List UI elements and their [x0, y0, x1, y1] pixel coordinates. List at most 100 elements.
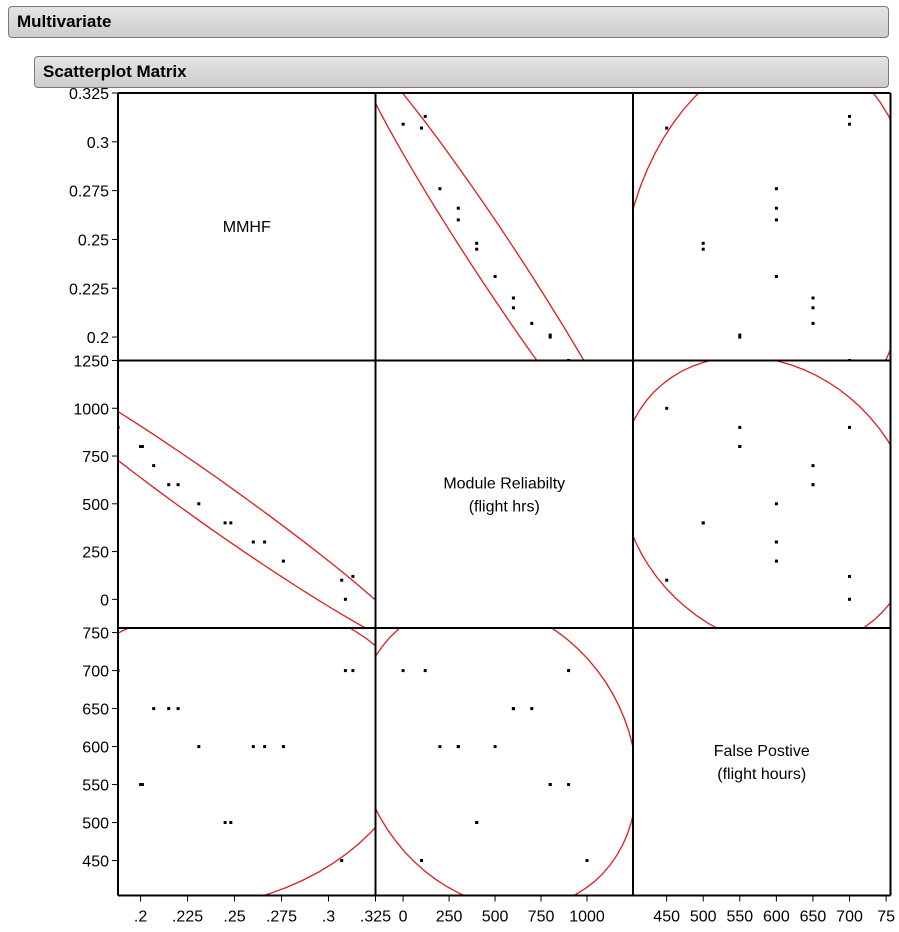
data-point-1-0-8	[197, 502, 200, 505]
y-tick-label-0-4: 0.3	[87, 135, 109, 152]
data-point-2-1-13	[549, 783, 552, 786]
data-point-2-1-14	[567, 669, 570, 672]
density-ellipse-0-2	[621, 50, 899, 474]
data-point-1-0-5	[252, 541, 255, 544]
data-point-2-0-8	[197, 745, 200, 748]
y-tick-label-1-1: 250	[82, 545, 109, 562]
x-tick-label-2-6: 75	[877, 909, 895, 926]
y-tick-label-0-5: 0.325	[69, 86, 109, 103]
x-tick-label-0-1: .225	[172, 909, 203, 926]
data-point-2-0-6	[229, 821, 232, 824]
data-point-2-1-7	[475, 821, 478, 824]
x-tick-label-0-5: .325	[360, 909, 391, 926]
data-point-1-0-0	[340, 579, 343, 582]
data-point-1-2-13	[738, 445, 741, 448]
y-tick-label-2-6: 750	[82, 626, 109, 643]
data-point-1-2-11	[812, 464, 815, 467]
data-point-1-2-7	[702, 521, 705, 524]
y-tick-label-2-5: 700	[82, 664, 109, 681]
density-ellipse-2-0	[9, 603, 417, 908]
data-point-0-2-6	[702, 242, 705, 245]
data-point-0-2-16	[665, 375, 668, 378]
y-tick-label-0-2: 0.25	[78, 232, 109, 249]
data-point-1-2-10	[812, 483, 815, 486]
data-point-2-0-11	[152, 707, 155, 710]
data-point-1-2-8	[775, 502, 778, 505]
cell-0-1	[356, 50, 636, 474]
y-tick-label-1-0: 0	[100, 592, 109, 609]
data-point-1-0-4	[263, 541, 266, 544]
data-point-2-1-8	[494, 745, 497, 748]
data-point-1-2-14	[848, 426, 851, 429]
data-point-0-1-5	[457, 218, 460, 221]
data-point-1-0-3	[282, 560, 285, 563]
x-tick-label-2-5: 700	[836, 909, 863, 926]
x-tick-label-1-4: 1000	[569, 909, 605, 926]
data-point-1-2-0	[665, 579, 668, 582]
data-point-0-1-11	[530, 322, 533, 325]
y-tick-label-1-2: 500	[82, 497, 109, 514]
y-tick-label-1-5: 1250	[73, 354, 109, 371]
diagonal-label-2-0: False Postive	[714, 743, 810, 760]
x-tick-label-2-4: 650	[800, 909, 827, 926]
y-tick-label-1-4: 1000	[73, 401, 109, 418]
data-point-0-1-8	[494, 275, 497, 278]
data-point-0-2-3	[775, 187, 778, 190]
data-point-1-0-7	[224, 521, 227, 524]
data-point-0-1-4	[457, 207, 460, 210]
data-point-0-2-13	[738, 336, 741, 339]
data-point-0-2-10	[812, 306, 815, 309]
data-point-0-2-1	[848, 115, 851, 118]
data-point-0-2-8	[775, 275, 778, 278]
x-tick-label-2-0: 450	[653, 909, 680, 926]
data-point-0-2-0	[665, 127, 668, 130]
y-tick-label-2-4: 650	[82, 702, 109, 719]
x-tick-label-1-0: 0	[399, 909, 408, 926]
data-point-2-1-11	[530, 707, 533, 710]
data-point-2-1-5	[457, 745, 460, 748]
data-point-0-2-2	[848, 123, 851, 126]
cell-1-2	[621, 357, 899, 649]
diagonal-label-0-0: MMHF	[223, 219, 271, 236]
cell-2-0	[9, 603, 417, 908]
data-point-2-0-7	[224, 821, 227, 824]
data-point-2-0-13	[139, 783, 142, 786]
data-point-1-2-16	[665, 407, 668, 410]
data-point-1-2-15	[738, 426, 741, 429]
cell-1-0	[9, 357, 417, 649]
diagonal-label-2-1: (flight hours)	[717, 766, 806, 783]
data-point-2-1-15	[567, 783, 570, 786]
x-tick-label-0-0: .2	[134, 909, 147, 926]
data-point-1-0-2	[344, 598, 347, 601]
x-tick-label-2-1: 500	[690, 909, 717, 926]
data-point-2-0-1	[351, 669, 354, 672]
data-point-1-2-2	[848, 598, 851, 601]
data-point-0-1-7	[475, 248, 478, 251]
density-ellipse-1-0	[9, 357, 417, 649]
data-point-2-1-10	[512, 707, 515, 710]
data-point-2-1-1	[424, 669, 427, 672]
data-point-0-2-5	[775, 218, 778, 221]
data-point-1-0-1	[351, 575, 354, 578]
data-point-1-2-3	[775, 560, 778, 563]
data-point-2-0-2	[344, 669, 347, 672]
data-point-2-0-0	[340, 859, 343, 862]
data-point-1-0-11	[152, 464, 155, 467]
cell-2-1	[356, 603, 636, 908]
x-tick-label-0-4: .3	[322, 909, 335, 926]
data-point-0-2-4	[775, 207, 778, 210]
data-point-2-0-10	[167, 707, 170, 710]
data-point-2-0-4	[263, 745, 266, 748]
data-point-0-2-9	[812, 297, 815, 300]
density-ellipse-1-2	[621, 357, 899, 649]
x-tick-label-0-3: .275	[266, 909, 297, 926]
y-tick-label-2-0: 450	[82, 854, 109, 871]
x-tick-label-2-2: 550	[726, 909, 753, 926]
data-point-0-1-3	[438, 187, 441, 190]
data-point-2-0-5	[252, 745, 255, 748]
diagonal-label-1-1: (flight hrs)	[469, 498, 540, 515]
data-point-1-0-13	[139, 445, 142, 448]
data-point-1-0-6	[229, 521, 232, 524]
data-point-0-2-11	[812, 322, 815, 325]
